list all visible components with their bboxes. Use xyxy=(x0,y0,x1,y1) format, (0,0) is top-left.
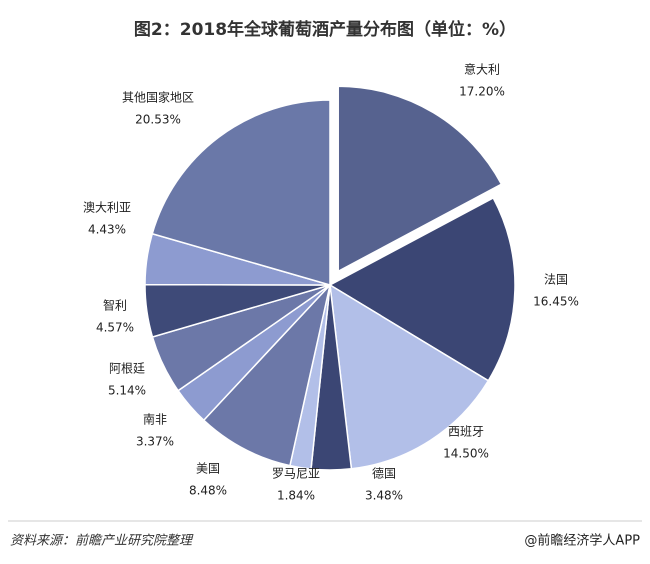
slice-value-label: 8.48% xyxy=(189,484,227,498)
pie-slice xyxy=(151,99,331,286)
slice-label: 智利 xyxy=(103,298,127,313)
slice-label: 澳大利亚 xyxy=(83,201,131,215)
slice-value-label: 14.50% xyxy=(443,447,489,461)
pie xyxy=(144,85,516,471)
slice-value-label: 16.45% xyxy=(533,295,579,309)
slice-label: 西班牙 xyxy=(448,425,484,439)
pie-slice xyxy=(337,85,503,273)
slice-label: 罗马尼亚 xyxy=(272,467,320,481)
slice-label: 意大利 xyxy=(464,62,500,77)
slice-value-label: 3.48% xyxy=(365,489,403,503)
slice-value-label: 4.43% xyxy=(88,223,126,237)
slice-label: 德国 xyxy=(372,466,396,481)
slice-label: 南非 xyxy=(143,412,167,427)
slice-label: 阿根廷 xyxy=(109,362,145,376)
slice-label: 法国 xyxy=(544,273,568,287)
slice-value-label: 5.14% xyxy=(108,384,146,398)
source: 资料来源：前瞻产业研究院整理 xyxy=(10,533,194,549)
slice-value-label: 4.57% xyxy=(96,321,134,335)
slice-label: 其他国家地区 xyxy=(122,90,194,105)
pie-slice xyxy=(329,283,490,470)
slice-value-label: 20.53% xyxy=(135,113,181,127)
chart-title: 图2：2018年全球葡萄酒产量分布图（单位：%） xyxy=(134,19,516,40)
slice-label: 美国 xyxy=(196,462,220,476)
slice-value-label: 3.37% xyxy=(136,435,174,449)
credit: @前瞻经济学人APP xyxy=(524,533,640,549)
slice-value-label: 1.84% xyxy=(277,489,315,503)
pie-slice xyxy=(328,196,516,382)
pie-slice xyxy=(202,282,332,467)
slice-value-label: 17.20% xyxy=(459,85,505,99)
